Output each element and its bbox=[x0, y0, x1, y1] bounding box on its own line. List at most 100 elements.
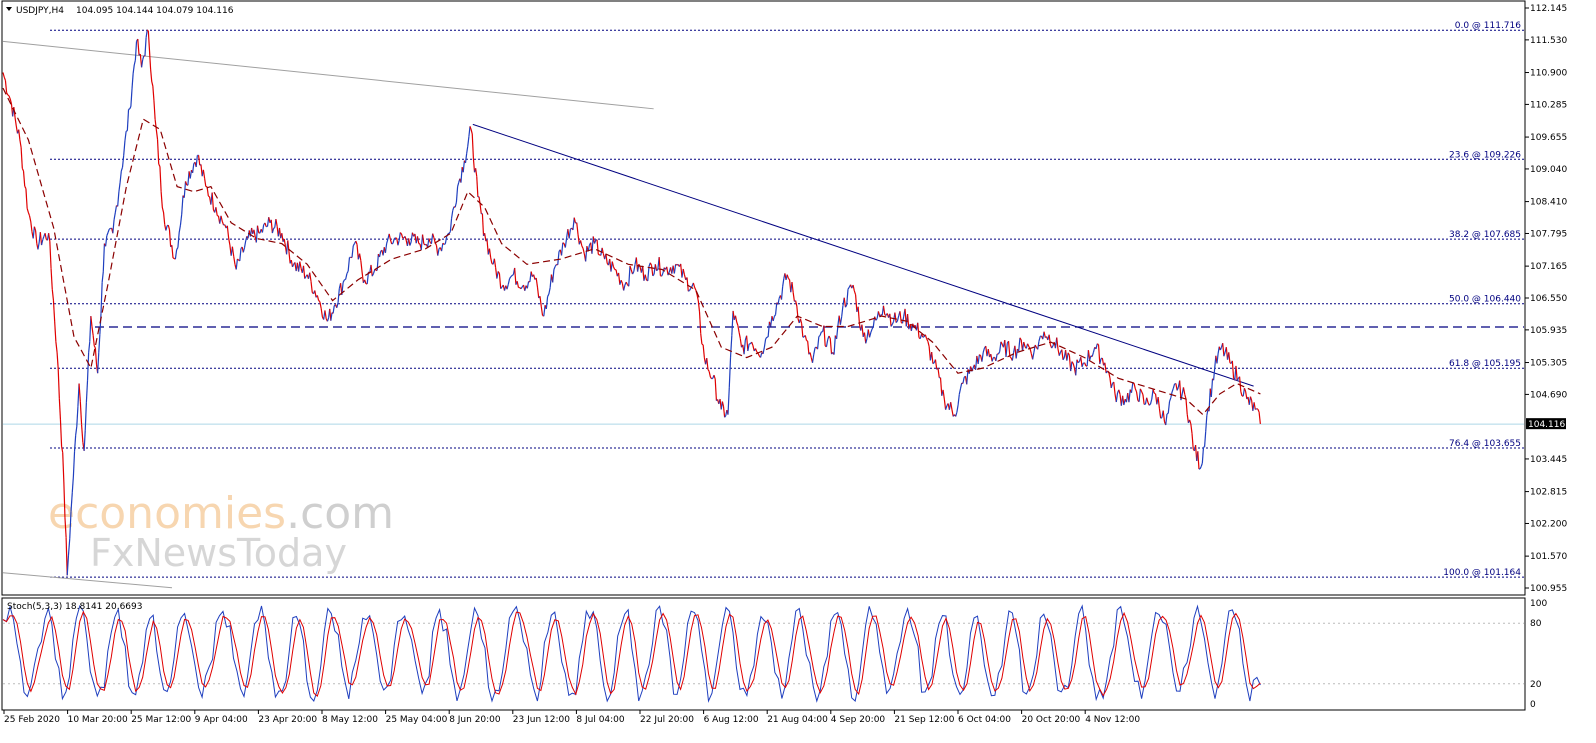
price-segment bbox=[1089, 355, 1092, 361]
price-segment bbox=[129, 106, 132, 110]
price-segment bbox=[4, 80, 8, 93]
price-segment bbox=[1000, 341, 1003, 345]
time-tick-label: 22 Jul 20:00 bbox=[640, 715, 694, 725]
price-segment bbox=[795, 300, 798, 307]
price-segment bbox=[786, 274, 789, 279]
price-segment bbox=[137, 38, 140, 56]
price-segment bbox=[332, 305, 335, 314]
price-segment bbox=[1249, 396, 1253, 401]
price-segment bbox=[1190, 423, 1193, 434]
price-segment bbox=[1184, 394, 1187, 400]
price-segment bbox=[80, 424, 84, 443]
price-segment bbox=[1253, 402, 1256, 410]
price-segment bbox=[547, 293, 550, 297]
price-tick-label: 102.815 bbox=[1530, 488, 1567, 498]
price-segment bbox=[1043, 331, 1046, 338]
stoch-tick-label: 100 bbox=[1530, 599, 1547, 609]
price-segment bbox=[656, 268, 659, 272]
price-segment bbox=[1142, 394, 1145, 405]
price-tick-label: 107.795 bbox=[1530, 229, 1567, 239]
price-segment bbox=[32, 226, 35, 239]
price-segment bbox=[506, 284, 509, 290]
price-segment bbox=[882, 305, 886, 315]
price-segment bbox=[261, 224, 265, 233]
price-segment bbox=[991, 357, 994, 362]
price-segment bbox=[852, 284, 855, 292]
price-segment bbox=[553, 266, 556, 270]
price-segment bbox=[743, 340, 746, 355]
price-segment bbox=[443, 243, 446, 245]
price-segment bbox=[89, 316, 92, 342]
stoch-tick-label: 80 bbox=[1530, 619, 1542, 629]
price-tick-label: 110.285 bbox=[1530, 100, 1567, 110]
price-segment bbox=[1157, 397, 1160, 409]
price-segment bbox=[751, 341, 754, 346]
price-segment bbox=[94, 347, 98, 365]
price-segment bbox=[839, 316, 843, 325]
fib-label: 50.0 @ 106.440 bbox=[1449, 295, 1521, 305]
price-segment bbox=[871, 326, 874, 330]
price-segment bbox=[697, 300, 701, 313]
price-segment bbox=[1138, 388, 1141, 402]
price-segment bbox=[88, 341, 91, 353]
time-tick-label: 25 Feb 2020 bbox=[4, 715, 60, 725]
price-segment bbox=[404, 236, 407, 241]
price-tick-label: 105.935 bbox=[1530, 326, 1567, 336]
price-segment bbox=[423, 243, 426, 246]
price-segment bbox=[997, 351, 1001, 355]
price-tick-label: 109.040 bbox=[1530, 165, 1567, 175]
price-segment bbox=[121, 155, 125, 168]
price-segment bbox=[814, 346, 817, 349]
price-segment bbox=[395, 237, 398, 239]
price-segment bbox=[510, 275, 513, 278]
trendline-lower-channel bbox=[2, 572, 173, 589]
price-segment bbox=[1146, 397, 1149, 403]
price-segment bbox=[698, 311, 702, 334]
price-segment bbox=[1080, 357, 1083, 367]
price-segment bbox=[673, 264, 677, 274]
price-segment bbox=[1236, 378, 1239, 381]
price-segment bbox=[430, 233, 434, 244]
price-segment bbox=[644, 274, 648, 281]
price-segment bbox=[347, 257, 351, 272]
price-segment bbox=[1067, 352, 1070, 356]
price-segment bbox=[1158, 408, 1162, 419]
price-segment bbox=[7, 94, 10, 97]
price-segment bbox=[336, 302, 339, 308]
price-segment bbox=[481, 213, 485, 236]
price-segment bbox=[1130, 382, 1134, 393]
price-segment bbox=[389, 239, 393, 245]
dropdown-triangle-icon[interactable] bbox=[6, 7, 12, 11]
price-tick-label: 103.445 bbox=[1530, 455, 1567, 465]
price-segment bbox=[3, 76, 6, 81]
price-segment bbox=[920, 333, 924, 338]
price-tick-label: 107.165 bbox=[1530, 262, 1567, 272]
price-segment bbox=[159, 166, 162, 192]
price-segment bbox=[687, 289, 690, 292]
price-segment bbox=[652, 273, 655, 277]
price-segment bbox=[151, 81, 154, 87]
price-segment bbox=[844, 304, 848, 308]
price-segment bbox=[891, 321, 895, 325]
price-segment bbox=[529, 271, 532, 283]
price-segment bbox=[500, 286, 503, 290]
price-segment bbox=[981, 352, 984, 362]
price-segment bbox=[304, 276, 307, 279]
price-segment bbox=[1104, 362, 1107, 374]
price-segment bbox=[1228, 352, 1231, 363]
price-segment bbox=[982, 347, 986, 353]
price-segment bbox=[107, 228, 110, 233]
price-segment bbox=[356, 244, 359, 260]
price-segment bbox=[791, 281, 794, 293]
price-segment bbox=[1254, 408, 1257, 410]
price-segment bbox=[1172, 383, 1176, 389]
price-segment bbox=[931, 352, 934, 364]
price-segment bbox=[773, 314, 777, 317]
price-segment bbox=[42, 236, 45, 241]
price-segment bbox=[1095, 343, 1098, 350]
price-segment bbox=[1180, 393, 1183, 401]
price-segment bbox=[19, 139, 22, 148]
price-segment bbox=[455, 186, 459, 203]
price-segment bbox=[55, 341, 58, 353]
